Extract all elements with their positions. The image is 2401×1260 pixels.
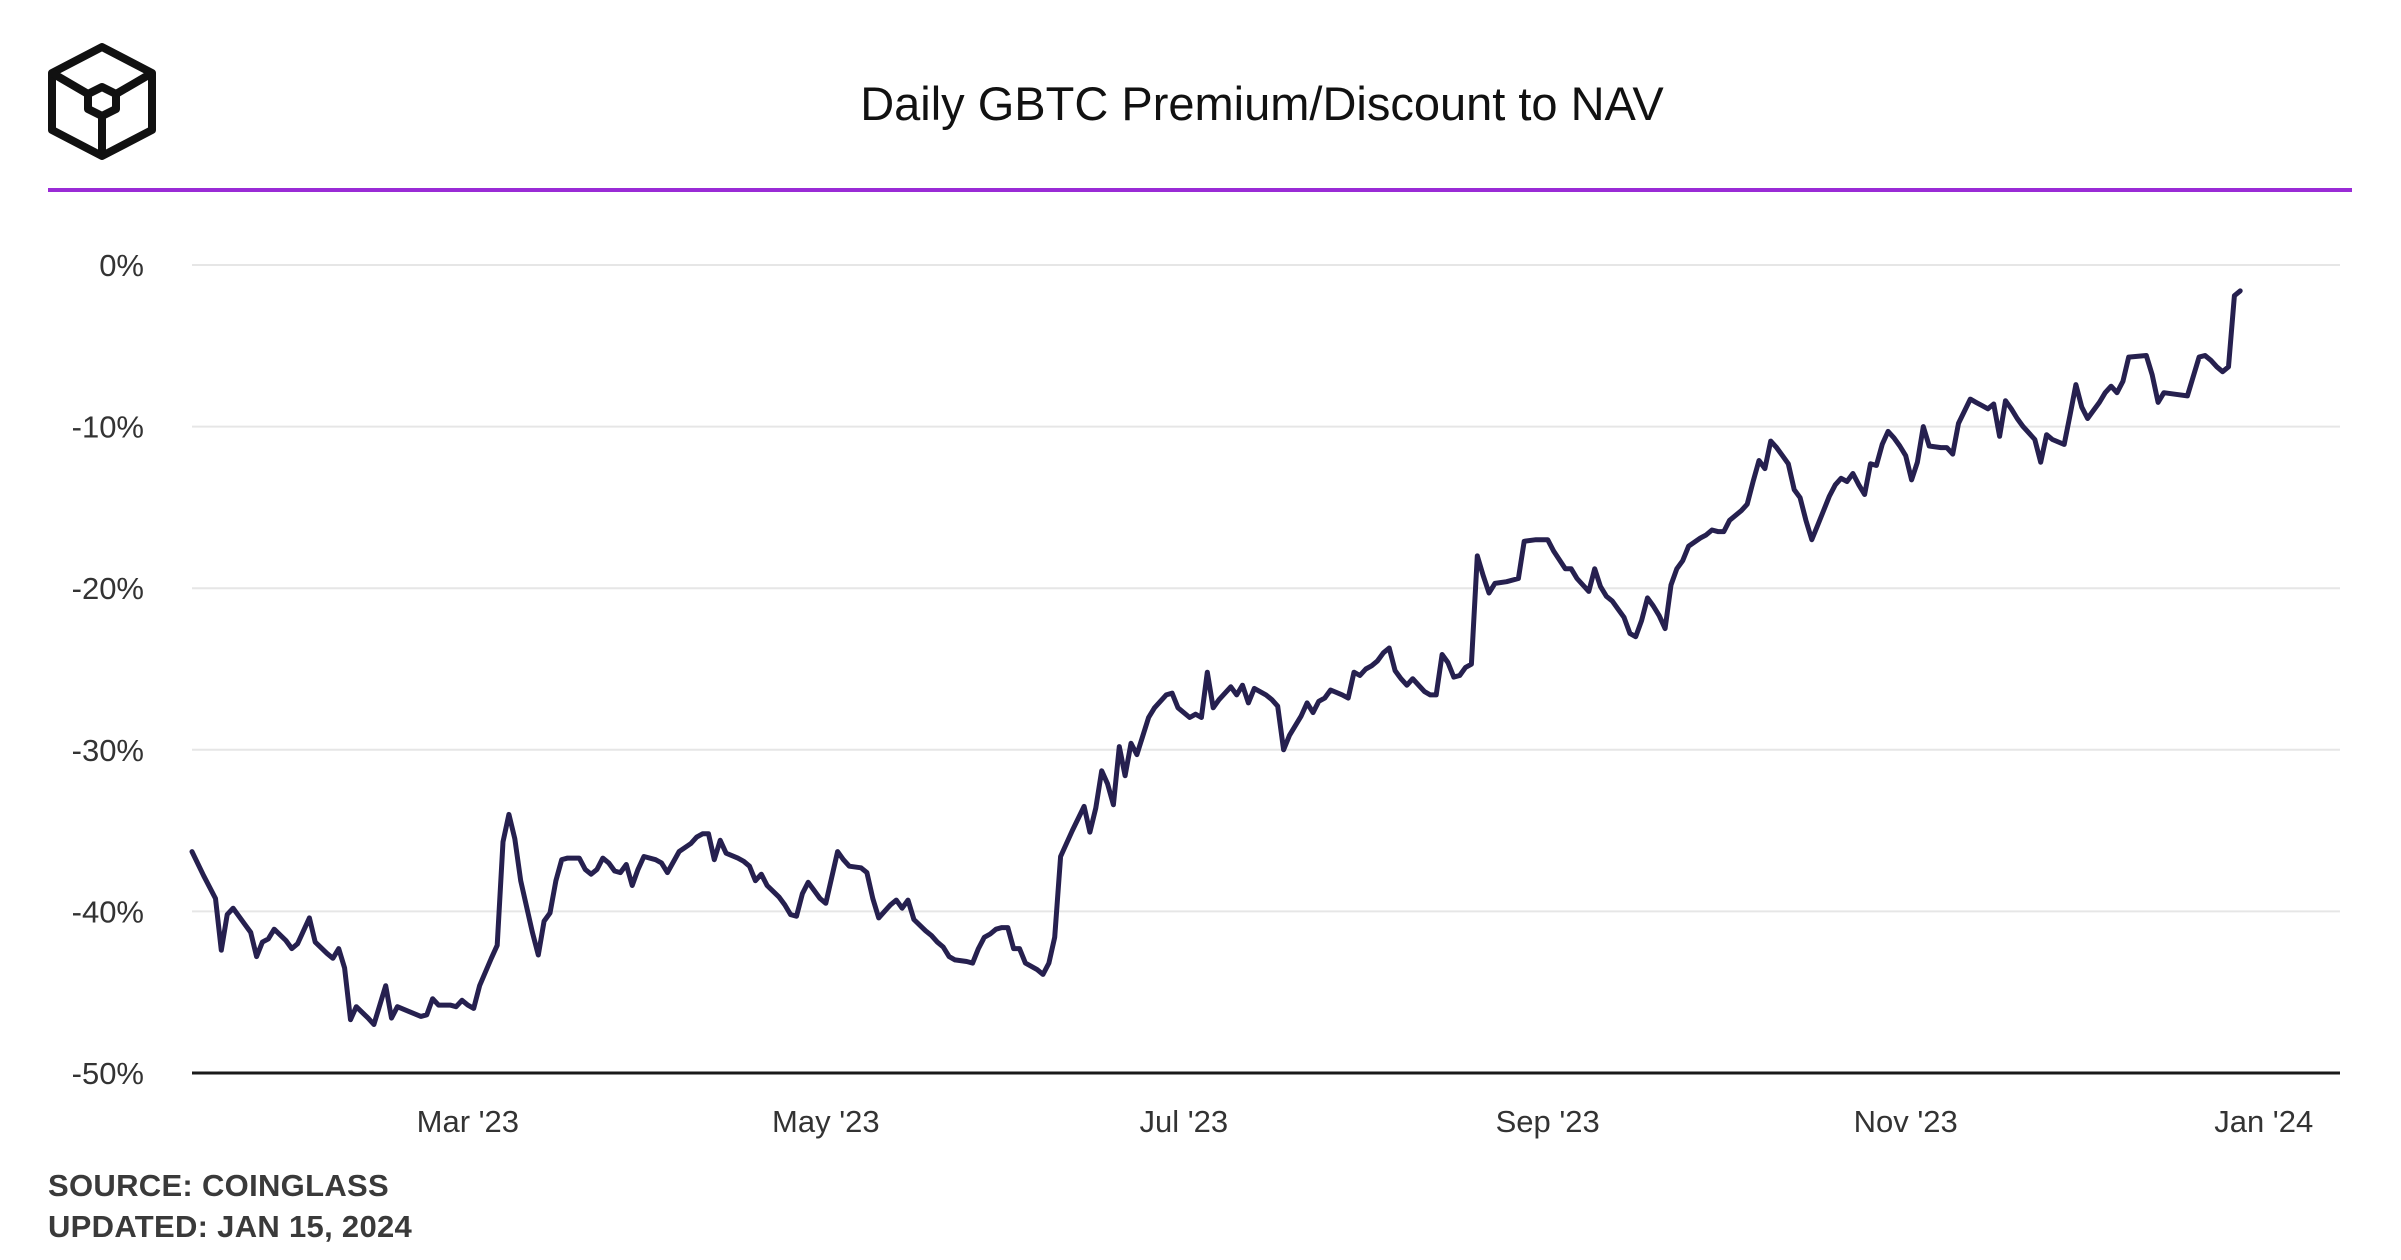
- y-tick-label: -10%: [72, 410, 144, 445]
- y-tick-label: -20%: [72, 571, 144, 606]
- x-tick-label: Sep '23: [1496, 1104, 1600, 1139]
- x-tick-label: Mar '23: [417, 1104, 519, 1139]
- series-layer: [189, 288, 2243, 1027]
- y-tick-label: 0%: [99, 248, 144, 283]
- x-axis-ticks: Mar '23 May '23 Jul '23 Sep '23 Nov '23 Jan '…: [417, 1104, 2314, 1139]
- gridlines: [192, 264, 2340, 913]
- cube-edge: [49, 69, 91, 98]
- series-line: [189, 288, 2243, 1027]
- cube-edge: [113, 69, 155, 98]
- x-tick-label: Jul '23: [1140, 1104, 1229, 1139]
- y-tick-label: -30%: [72, 733, 144, 768]
- y-tick-label: -40%: [72, 894, 144, 929]
- y-axis-ticks: 0% -10% -20% -30% -40% -50%: [72, 248, 144, 1091]
- x-tick-label: May '23: [772, 1104, 880, 1139]
- cube-core: [84, 83, 120, 120]
- updated-note: UPDATED: JAN 15, 2024: [48, 1209, 413, 1244]
- cube-logo-icon: [48, 43, 156, 160]
- x-tick-label: Nov '23: [1854, 1104, 1958, 1139]
- y-tick-label: -50%: [72, 1056, 144, 1091]
- chart-title: Daily GBTC Premium/Discount to NAV: [860, 77, 1664, 130]
- source-note: SOURCE: COINGLASS: [48, 1168, 389, 1203]
- x-tick-label: Jan '24: [2214, 1104, 2313, 1139]
